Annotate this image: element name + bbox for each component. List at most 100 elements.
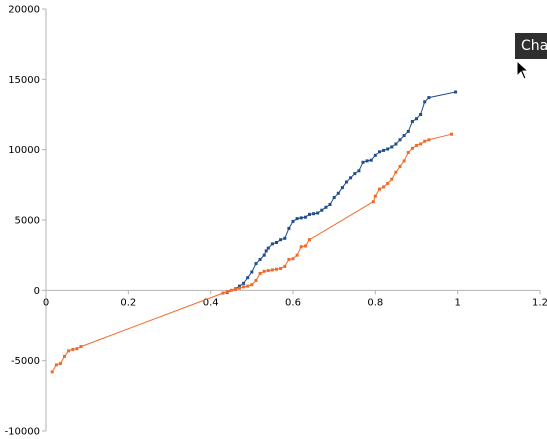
series-line-1 [226,91,456,293]
data-point [406,151,410,154]
data-point [266,269,270,273]
plot-area [50,90,458,374]
y-tick-label: -5000 [11,356,40,367]
data-point [287,226,291,230]
data-point [402,159,406,163]
data-point [79,345,83,349]
data-point [71,347,75,351]
data-point [427,96,431,100]
data-point [242,285,246,289]
data-point [266,246,270,250]
tick-labels: 20000 15000 10000 5000 0 -5000 -10000 0 0.2 0.4 0.… [5,5,547,438]
x-tick-label: 1 [454,297,460,308]
data-point [275,241,278,244]
data-point [279,267,283,270]
data-point [295,217,299,221]
data-point [361,160,365,164]
data-point [75,347,79,351]
data-point [378,187,381,191]
data-point [250,283,254,287]
data-point [390,145,394,149]
data-point [328,203,332,206]
x-tick-label: 0.6 [285,297,301,308]
data-point [242,281,246,285]
data-point [291,219,295,223]
data-point [279,238,283,242]
data-point [308,212,311,216]
data-point [233,288,237,292]
data-point [423,139,427,143]
x-tick-label: 0.4 [203,297,219,308]
data-point [264,249,268,253]
data-point [275,267,278,271]
data-point [373,194,377,198]
data-point [54,363,58,367]
data-point [262,253,266,257]
data-point [221,291,225,295]
data-point [410,146,414,150]
data-point [423,100,427,104]
data-point [246,276,250,280]
data-point [406,129,410,133]
x-tick-label: 0.2 [120,297,136,308]
data-point [394,170,398,174]
data-point [225,290,229,294]
data-point [450,132,453,136]
data-point [365,159,369,163]
data-point [287,257,291,261]
x-tick-label: 0.8 [367,297,383,308]
data-point [369,158,373,162]
data-point [303,215,307,219]
y-tick-label: -10000 [5,427,40,438]
data-point [410,120,414,123]
data-point [373,153,377,157]
data-point [291,257,295,261]
data-point [398,138,402,142]
data-point [50,370,54,374]
data-point [415,143,418,147]
data-point [229,288,233,292]
series-line-2 [51,133,452,373]
data-point [312,212,316,216]
data-point [246,284,250,288]
data-point [357,169,361,173]
data-point [283,236,287,240]
data-point [299,245,303,249]
data-point [390,177,394,181]
x-tick-label: 0 [43,297,49,308]
data-point [340,186,344,190]
data-point [402,134,406,138]
data-point [427,138,431,142]
data-point [270,268,274,272]
data-point [63,354,66,358]
y-tick-label: 10000 [8,145,40,156]
data-point [250,270,254,274]
data-point [345,180,348,184]
data-point [386,181,390,185]
mouse-pointer-icon [516,60,530,80]
chart-tooltip: Cha [515,33,547,59]
data-point [58,362,62,365]
data-point [353,172,357,176]
data-point [303,244,307,248]
data-point [419,142,423,146]
data-point [320,208,324,212]
data-point [67,349,71,353]
data-point [270,242,274,246]
data-point [382,185,386,189]
data-point [415,117,418,121]
data-point [283,264,287,268]
data-point [336,191,340,195]
data-point [394,142,398,146]
data-point [454,90,458,94]
data-point [238,284,241,288]
data-point [378,150,381,154]
data-point [332,196,336,199]
data-point [398,165,402,168]
data-point [254,279,258,282]
data-point [371,200,375,204]
data-point [386,147,390,151]
data-point [349,176,353,180]
x-tick-label: 1.2 [532,297,547,308]
